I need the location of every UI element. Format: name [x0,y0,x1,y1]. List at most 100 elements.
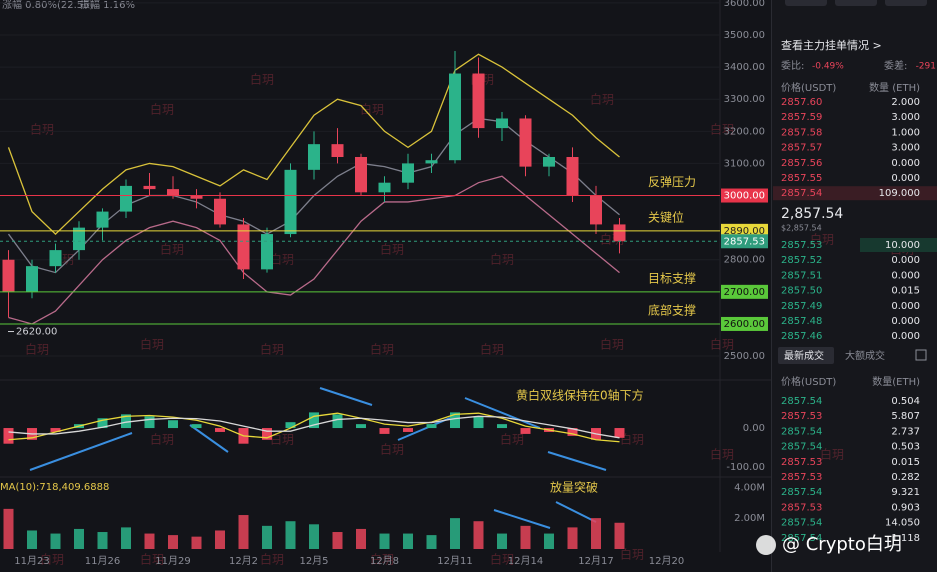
bid-price: 2857.51 [781,270,822,281]
bid-qty: 0.000 [891,270,920,281]
macd-bar [168,420,178,429]
trade-price: 2857.54 [781,518,822,529]
header: 价格(USDT) [781,375,836,388]
ask-price: 2857.55 [781,173,822,184]
y-tick-label: 3300.00 [724,94,765,105]
x-tick-label: 12月20 [649,555,684,567]
x-tick-label: 11月26 [85,555,120,567]
watermark: 白玥 [160,242,184,257]
arrow [464,397,541,429]
tab[interactable]: 大额成交 [845,349,885,362]
tool-button[interactable] [785,0,827,6]
level-tag-label: 2600.00 [724,319,765,330]
tool-button[interactable] [835,0,877,6]
volume-bar [497,533,507,549]
macd-bar [50,428,61,432]
arrow [547,451,607,471]
bid-qty: 0.000 [891,316,920,327]
ask-price: 2857.60 [781,97,822,108]
trade-price: 2857.54 [781,533,822,544]
watermark: 白玥 [260,552,284,567]
ask-qty: 2.000 [891,97,920,108]
level-note: 底部支撑 [648,302,696,317]
candle-body [96,211,109,228]
header: 数量 (ETH) [869,81,920,94]
trade-price: 2857.54 [781,396,822,407]
trade-price: 2857.54 [781,426,822,437]
volume-bar [97,532,108,549]
volume-bar [191,536,202,549]
ask-qty: 109.000 [879,188,920,199]
header: 价格(USDT) [781,81,836,94]
watermark: 白玥 [370,342,394,357]
bid-price: 2857.49 [781,301,822,312]
last-price: 2,857.54 [781,206,843,222]
x-tick-label: 12月2 [229,555,258,567]
brand-logo [756,535,776,555]
arrow [29,432,133,471]
macd-bar [262,428,272,440]
tab[interactable]: 最新成交 [784,349,824,362]
level-note: 目标支撑 [648,270,696,285]
bid-qty: 10.000 [885,240,920,251]
candle-body [261,234,273,270]
watermark: 白玥 [620,432,644,447]
y-tick-label: 3600.00 [724,0,765,9]
volume-bar [168,535,178,549]
macd-bar [309,412,319,429]
x-tick-label: 12月11 [437,555,472,567]
trade-qty: 0.903 [891,502,920,513]
tab-active[interactable] [778,347,834,364]
watermark: 白玥 [40,552,64,567]
panel-bg [772,0,937,572]
candle-body [120,185,132,212]
watermark: 白玥 [25,342,49,357]
diff: -291 [916,62,936,72]
level-tag [721,284,768,299]
bid-price: 2857.48 [781,316,822,327]
candle-body [308,144,320,170]
volume-ma: MA(10):718,409.6888 [0,482,109,493]
macd-bar [144,416,155,429]
ask-qty: 3.000 [891,143,920,154]
brand: @ Crypto白玥 [782,534,902,555]
macd-bar [97,418,108,429]
candle-body [331,144,344,157]
macd-annotation: 黄白双线保持在0轴下方 [516,388,644,403]
watermark: 白玥 [710,122,734,137]
trade-qty: 0.504 [891,396,920,407]
volume-bar [379,533,390,549]
bid-qty: 0.000 [891,301,920,312]
volume-bar [262,525,272,549]
tool-button[interactable] [885,0,927,6]
trade-qty: 1.118 [891,533,920,544]
watermark: 白玥 [150,102,174,117]
dea-line [8,415,620,439]
ask-price: 2857.59 [781,112,822,123]
candle-body [566,156,579,196]
volume-bar [473,521,484,549]
watermark: 白玥 [250,72,274,87]
macd-bar [356,424,366,429]
watermark: 白玥 [500,432,524,447]
watermark: 白玥 [380,242,404,257]
order-link[interactable]: 查看主力挂单情况 > [781,38,882,52]
candle-body [49,250,62,267]
bid-qty: 0.000 [891,255,920,266]
candle-body [214,198,226,225]
candle-body [543,156,555,167]
candle-body [355,156,367,193]
trade-qty: 14.050 [885,518,920,529]
candle-body [167,189,179,196]
macd-bar [473,416,484,429]
checkbox[interactable] [915,349,927,361]
macd-bar [403,428,413,432]
candle-body [519,118,532,167]
bid-price: 2857.46 [781,331,822,342]
level-tag [721,188,768,203]
y-tick-label: 2800.00 [724,255,765,266]
macd-bar [450,412,460,429]
watermark: 白玥 [270,432,294,447]
y-tick-label: 3400.00 [724,62,765,73]
candle-body [425,160,438,164]
